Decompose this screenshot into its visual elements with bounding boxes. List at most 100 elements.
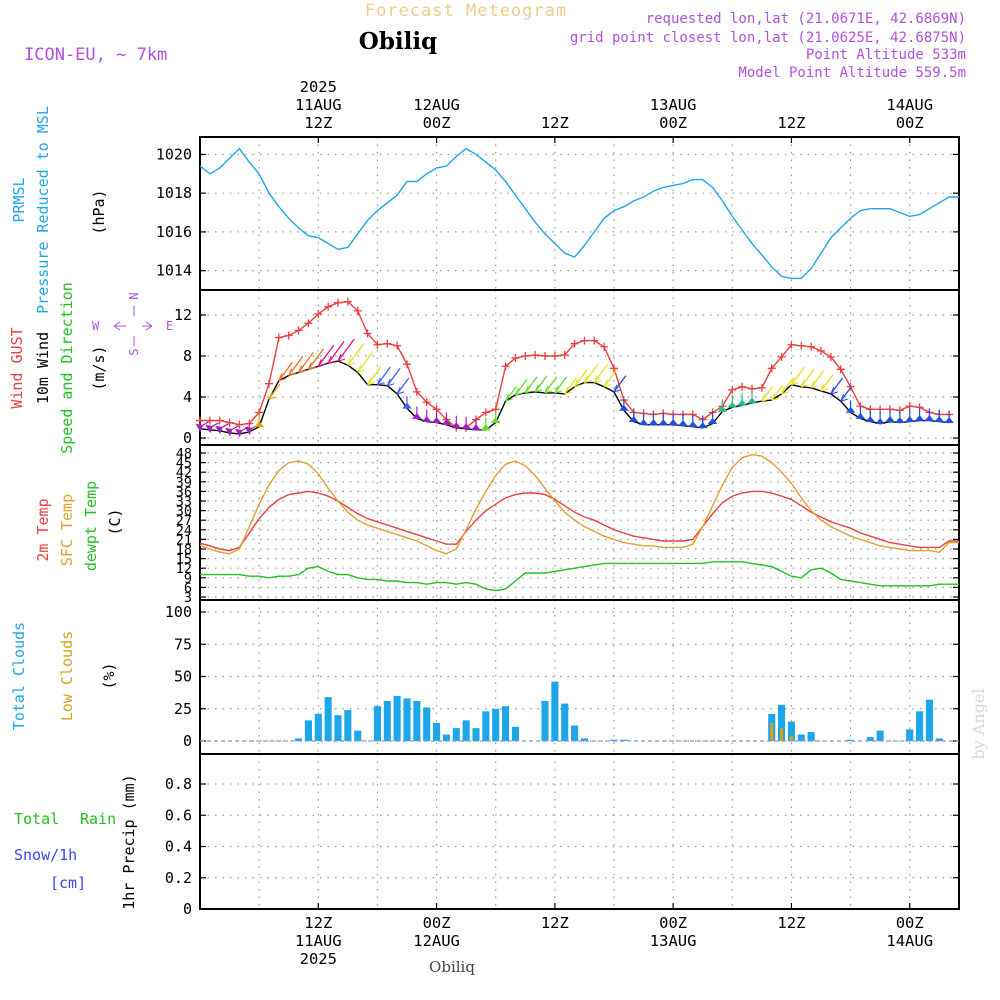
legend-rain-word: Rain — [80, 810, 116, 828]
wind-arrow-shaft — [231, 425, 239, 431]
time-label-bottom: 00Z — [659, 914, 687, 932]
wind-barb-head — [337, 353, 346, 362]
ytick-label: 30 — [176, 504, 192, 520]
info-line-1: requested lon,lat (21.0671E, 42.6869N) — [646, 11, 966, 27]
ytick-label: 3 — [184, 590, 192, 606]
compass-north: N — [127, 292, 141, 299]
gust-marker — [728, 385, 737, 394]
wind-barb — [830, 377, 844, 395]
wind-barb — [564, 377, 577, 395]
info-line-3: Point Altitude 533m — [806, 47, 966, 63]
ytick-label: 4 — [183, 388, 192, 406]
wind-barb-head — [593, 375, 602, 384]
wind-arrow-shaft — [201, 421, 209, 427]
time-label-bottom: 13AUG — [650, 932, 697, 950]
wind-barb — [367, 366, 382, 386]
ytick-label: 33 — [176, 494, 192, 510]
time-label-bottom: 12AUG — [413, 932, 460, 950]
gust-marker — [511, 354, 520, 363]
total-bar — [462, 720, 470, 741]
wind-barb — [761, 386, 774, 402]
wind-barb — [544, 376, 558, 394]
sfc-line — [199, 453, 959, 555]
wind-arrow — [668, 419, 678, 426]
time-label-bottom: 12Z — [777, 914, 805, 932]
wind-arrow — [195, 423, 204, 433]
ytick-label: 50 — [174, 668, 192, 686]
wind-arrow — [865, 415, 876, 422]
wind-barb-head — [574, 379, 582, 388]
wind-arrow — [205, 424, 214, 434]
ytick-label: 25 — [174, 700, 192, 718]
wind-arrow — [254, 421, 264, 428]
wind-barb-head — [376, 377, 385, 386]
wind-arrow — [737, 399, 747, 406]
axis-title-precip: 1hr Precip (mm) — [120, 774, 138, 909]
gust-marker — [610, 364, 618, 373]
total-bar — [916, 711, 924, 741]
total-bar — [925, 699, 933, 741]
wind-barb-head — [514, 387, 523, 396]
gust-marker — [334, 298, 342, 307]
compass-west: W — [92, 319, 100, 333]
gust-marker — [353, 306, 362, 315]
low-bar — [779, 728, 784, 741]
time-label-top: 14AUG — [886, 96, 933, 114]
ytick-label: 24 — [176, 523, 192, 539]
total-bar — [295, 738, 303, 741]
product-title: Forecast Meteogram — [365, 1, 567, 21]
wind-barb-head — [268, 391, 277, 400]
gust-marker — [570, 339, 579, 348]
total-bar — [403, 698, 411, 741]
ytick-label: 1018 — [156, 184, 192, 202]
gust-marker — [580, 336, 589, 345]
ytick-label: 1016 — [156, 223, 192, 241]
wind-barb — [603, 369, 618, 388]
total-bar — [413, 701, 421, 741]
wind-barb-head — [278, 373, 287, 382]
gust-marker — [383, 339, 392, 348]
time-label-bottom: 12Z — [541, 914, 569, 932]
wind-arrow — [875, 418, 885, 425]
wind-arrow — [845, 406, 856, 413]
ytick-label: 1020 — [156, 145, 192, 163]
wind-barb-head — [790, 377, 799, 386]
gust-marker — [757, 383, 766, 392]
ytick-label: 8 — [183, 347, 192, 365]
axis-title-dewpt: dewpt Temp — [82, 481, 100, 571]
gust-marker — [324, 302, 333, 311]
legend-snow: Snow/1h — [14, 846, 77, 864]
wind-barb — [505, 386, 517, 402]
wind-arrow — [628, 415, 639, 422]
wind-barb — [288, 355, 304, 376]
total-bar — [847, 739, 855, 741]
precip-panel: 0 0.2 0.4 0.6 0.8 — [165, 753, 960, 918]
wind-arrow — [481, 424, 491, 431]
wind-barb-head — [583, 375, 592, 384]
wind-barb — [337, 338, 355, 362]
wind-barb — [593, 364, 609, 384]
wind-barb — [800, 369, 815, 388]
info-line-4: Model Point Altitude 559.5m — [738, 65, 966, 81]
total-bar — [482, 711, 490, 741]
wind-barb — [376, 366, 391, 386]
wind-barb — [554, 376, 568, 394]
gust-marker — [225, 418, 234, 427]
total-bar — [787, 721, 795, 741]
gust-marker — [422, 398, 431, 407]
gust-marker — [196, 416, 204, 425]
legend-snow-unit: [cm] — [50, 874, 86, 892]
gust-marker — [403, 360, 411, 369]
axis-title-total-clouds: Total Clouds — [10, 622, 28, 730]
wind-arrow — [638, 419, 649, 426]
ytick-label: 0.8 — [165, 775, 192, 793]
wind-arrow — [244, 426, 253, 436]
total-bar — [935, 738, 943, 741]
total-bar — [571, 725, 579, 741]
total-bar — [472, 728, 480, 741]
wind-barb-head — [317, 359, 326, 367]
time-label-bottom: 00Z — [423, 914, 451, 932]
wind-barb — [613, 375, 627, 393]
total-bar — [778, 704, 786, 741]
total-bar — [324, 697, 332, 741]
